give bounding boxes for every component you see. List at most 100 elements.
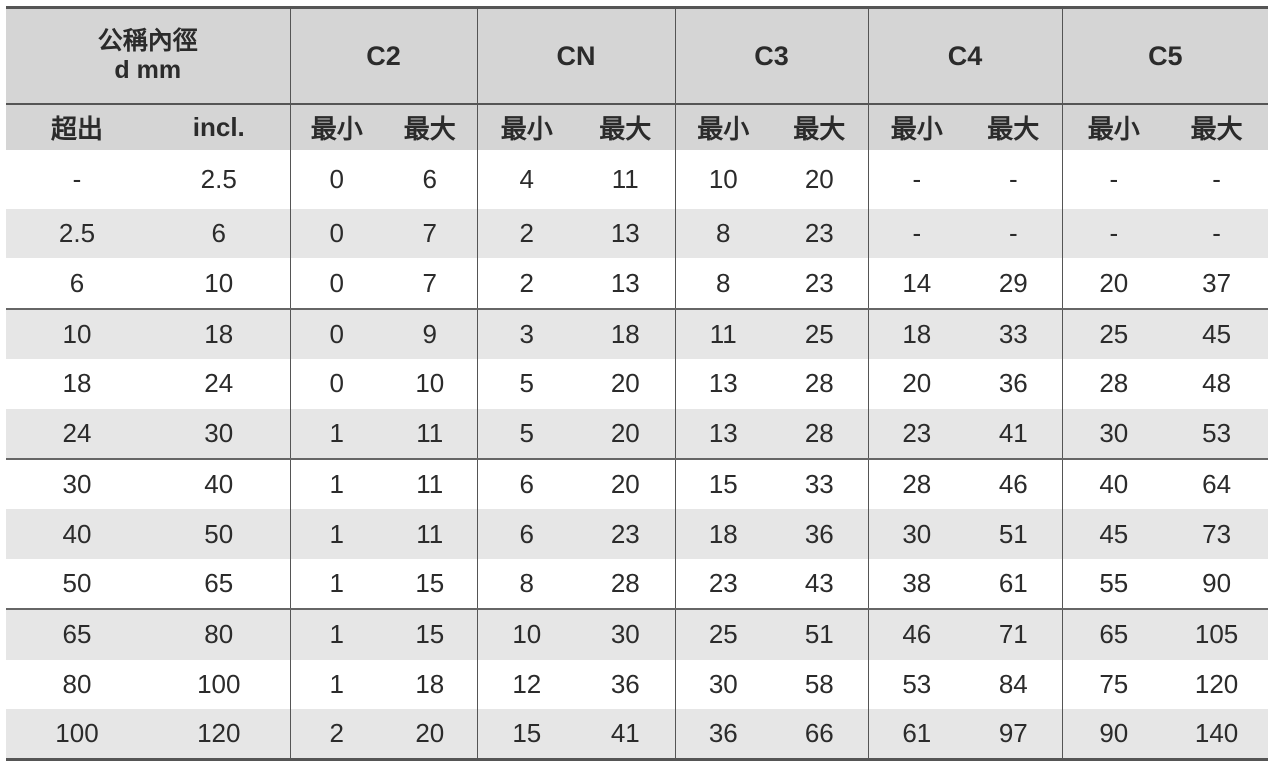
cell-cn-max: 20 [610,368,640,399]
cell-c4-max: 51 [965,509,1063,559]
cell-incl: 6 [148,209,291,259]
cell-incl: 10 [204,267,234,298]
cell-c3-max: 25 [771,307,869,360]
min-header: 最小 [867,104,966,150]
cell-c2-min: 0 [289,150,384,209]
table-row: 50 65 1 15 8 28 23 43 38 61 55 90 [6,558,1268,610]
cell-c3-max: 43 [804,567,834,598]
cell-cn-min: 8 [476,558,577,610]
cell-over: 2.5 [6,209,148,259]
table-row: 24 30 1 11 5 20 13 28 23 41 30 53 [6,408,1269,459]
cell-c2-min: 2 [289,708,384,762]
cell-c3-max: 36 [771,509,869,559]
cell-c4-max: 84 [998,668,1028,699]
table-row: 18 24 0 10 5 20 13 28 20 36 28 48 [6,359,1268,409]
cell-c2-min: 0 [289,307,384,360]
cell-c2-min: 0 [289,359,384,409]
cell-c3-max: 23 [804,267,834,298]
cell-incl: 18 [148,307,291,360]
cell-c2-max: 11 [383,509,478,559]
cell-over: 6 [69,267,85,298]
bore-label-line2: d mm [114,56,182,84]
cell-over: - [72,164,82,194]
cell-c4-min: 46 [867,608,966,660]
cell-c5-min: 65 [1061,608,1166,660]
cell-cn-max: 36 [610,668,640,699]
cell-c5-max: - [1212,164,1221,194]
cell-c4-min: 28 [867,457,966,510]
cell-c2-max: 11 [383,457,478,510]
cell-c4-max: - [965,209,1063,259]
cell-c3-min: 11 [674,307,772,360]
cell-c4-min: 23 [867,408,966,459]
cell-c4-max: 36 [998,368,1028,399]
header-row-groups: 公稱內徑 d mm C2 CN C3 C4 C5 [6,6,1269,105]
cell-c2-min: 1 [289,509,384,559]
cell-c5-min: - [1061,209,1166,259]
cell-incl: 120 [148,708,291,762]
cell-incl: 80 [148,608,291,660]
cell-over: 10 [6,307,148,360]
cell-cn-min: 6 [476,457,577,510]
cell-c2-min: 0 [289,209,384,259]
group-header-c4: C4 [867,6,1063,105]
min-header: 最小 [1061,104,1166,150]
cell-c2-max: 20 [383,708,478,762]
max-header: 最大 [771,104,869,150]
cell-c4-min: 18 [867,307,966,360]
cell-c3-min: 36 [674,708,772,762]
cell-c3-max: 33 [771,457,869,510]
cell-c5-max: 140 [1165,708,1269,762]
cell-c5-min: 20 [1061,258,1166,309]
cell-c5-min: 55 [1061,558,1166,610]
cell-c4-min: 53 [867,659,966,709]
table-body: -2.5 0 6 4 11 10 20- - - -2.5 6 0 7 2 13 8 23- - - -6 10 0 7 2 1… [6,150,1269,762]
cell-c2-min: 1 [289,558,384,610]
cell-over: 65 [6,608,148,660]
table-row: 10 18 0 9 3 18 11 25 18 33 25 45 [6,307,1269,360]
cell-over: 24 [6,408,148,459]
table-row: 6 10 0 7 2 13 8 23 14 29 20 37 [6,258,1268,309]
cell-c4-min: 14 [867,258,966,309]
incl-header: incl. [148,104,291,150]
cell-cn-min: 3 [476,307,577,360]
cell-c3-max: 28 [804,368,834,399]
group-header-c2: C2 [289,6,478,105]
cell-c2-min: 1 [289,408,384,459]
cell-c4-max: 29 [998,267,1028,298]
cell-c2-max: 9 [383,307,478,360]
cell-c2-min: 1 [289,659,384,709]
cell-incl: 2.5 [200,164,237,194]
cell-c2-max: 6 [422,164,437,194]
cell-c2-min: 1 [289,608,384,660]
cell-c4-min: - [867,150,966,209]
cell-cn-max: 13 [610,267,640,298]
cell-cn-min: 6 [476,509,577,559]
table-row: 80 100 1 18 12 36 30 58 53 84 75 120 [6,659,1268,709]
group-header-c3: C3 [674,6,869,105]
cell-c3-min: 23 [674,558,772,610]
cell-c3-max: 58 [804,668,834,699]
cell-c2-max: 10 [415,368,445,399]
group-header-cn: CN [476,6,676,105]
cell-cn-min: 4 [476,150,577,209]
cell-over: 40 [6,509,148,559]
cell-c5-max: 90 [1202,567,1232,598]
table-row: 2.5 6 0 7 2 13 8 23- - - - [6,209,1269,259]
cell-c5-max: 37 [1202,267,1232,298]
table-row: 100 120 2 20 15 41 36 66 61 97 90 140 [6,708,1269,762]
cell-c3-min: 18 [674,509,772,559]
cell-c5-max: 45 [1165,307,1269,360]
cell-c4-min: 20 [867,359,966,409]
cell-c3-min: 13 [674,359,772,409]
cell-cn-min: 5 [476,408,577,459]
cell-over: 50 [62,567,92,598]
cell-c5-min: 28 [1061,359,1166,409]
min-header: 最小 [289,104,384,150]
table-row: 30 40 1 11 6 20 15 33 28 46 40 64 [6,457,1269,510]
cell-c5-min: - [1061,150,1166,209]
cell-c5-min: 45 [1061,509,1166,559]
cell-c3-max: 51 [771,608,869,660]
clearance-table: 公稱內徑 d mm C2 CN C3 C4 C5 超出 incl. 最小 最大 … [6,6,1269,762]
cell-c2-max: 7 [383,209,478,259]
